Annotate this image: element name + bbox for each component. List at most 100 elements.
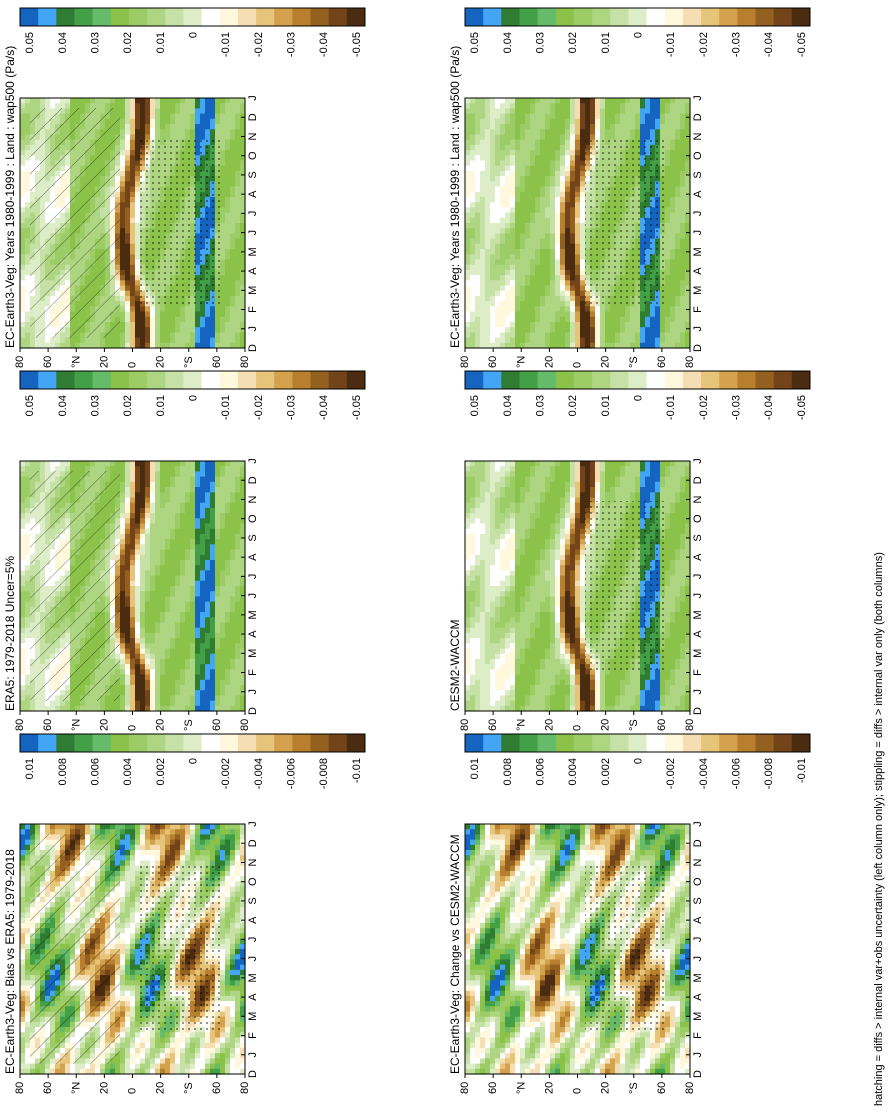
month-tick-label: F [247, 669, 259, 676]
month-tick-label: J [692, 956, 704, 962]
lat-tick-label: °S [183, 1082, 195, 1094]
colorbar-tick-label: -0.002 [220, 758, 232, 789]
colorbar-cell [110, 734, 130, 752]
colorbar-cell [274, 371, 293, 389]
colorbar-cell [664, 8, 684, 26]
colorbar-tick-label: 0.05 [469, 32, 481, 53]
colorbar-tick-label: 0.01 [155, 395, 167, 416]
month-tick-label: F [692, 669, 704, 676]
colorbar-cell [256, 8, 275, 26]
colorbar-tick-label: 0 [188, 32, 200, 38]
month-tick-label: F [247, 306, 259, 313]
colorbar-tick-label: 0.01 [600, 395, 612, 416]
month-tick-label: J [692, 326, 704, 332]
colorbar-cell [201, 371, 221, 389]
colorbar-cell [292, 8, 312, 26]
colorbar-cell [610, 734, 629, 752]
colorbar-cell [237, 8, 257, 26]
colorbar-tick-label: -0.04 [318, 32, 330, 57]
colorbar-tick-label: 0.02 [567, 395, 579, 416]
colorbar-tick-label: 0.01 [469, 758, 481, 779]
stippling-overlay [585, 501, 665, 671]
lat-tick-label: 80 [459, 719, 471, 731]
colorbar-cell [183, 734, 203, 752]
colorbar-cell [310, 734, 330, 752]
lat-tick-label: 60 [42, 719, 54, 731]
lat-tick-label: °S [183, 356, 195, 368]
colorbar-cell [274, 8, 293, 26]
lat-tick-label: 80 [14, 356, 26, 368]
colorbar-cell [20, 371, 39, 389]
colorbar-cell [519, 371, 539, 389]
colorbar-tick-label: 0.006 [89, 758, 101, 786]
lat-tick-label: °N [515, 719, 527, 731]
colorbar-tick-label: 0 [633, 758, 645, 764]
colorbar-tick-label: -0.04 [763, 395, 775, 420]
colorbar-cell [346, 734, 366, 752]
plot-area [465, 824, 691, 1075]
colorbar-tick-label: 0.004 [567, 758, 579, 786]
colorbar-cell [791, 371, 811, 389]
colorbar-cell [56, 734, 75, 752]
colorbar-tick-label: 0.05 [24, 32, 36, 53]
colorbar-cell [537, 371, 557, 389]
month-tick-label: N [692, 495, 704, 503]
colorbar-cell [292, 371, 312, 389]
month-tick-label: M [692, 649, 704, 658]
colorbar-tick-label: 0.008 [57, 758, 69, 786]
colorbar-cell [237, 371, 257, 389]
colorbar-cell [465, 371, 484, 389]
colorbar-tick-label: -0.04 [763, 32, 775, 57]
month-tick-label: N [247, 858, 259, 866]
month-tick-label: M [247, 286, 259, 295]
colorbar-tick-label: 0.03 [534, 32, 546, 53]
lat-tick-label: °N [515, 1082, 527, 1094]
heatmap-panel: D J F M A M J J A S O N D J 80 60 °N 20 0 20 °S 60 80 EC-Earth3… [3, 7, 366, 368]
colorbar-cell [20, 734, 39, 752]
colorbar-cell [664, 371, 684, 389]
colorbar-cell [128, 734, 148, 752]
lat-tick-label: 60 [656, 356, 668, 368]
colorbar-tick-label: -0.01 [665, 395, 677, 420]
lat-tick-label: 20 [155, 356, 167, 368]
month-tick-label: J [692, 937, 704, 943]
colorbar-tick-label: 0.01 [24, 758, 36, 779]
month-tick-label: O [692, 151, 704, 160]
lat-tick-label: 60 [656, 719, 668, 731]
lat-tick-label: 0 [127, 725, 139, 731]
colorbar-cell [147, 8, 166, 26]
stippling-overlay [585, 864, 665, 1034]
colorbar-tick-label: -0.02 [253, 32, 265, 57]
colorbar-cell [256, 734, 275, 752]
month-tick-label: J [692, 230, 704, 236]
colorbar-cell [628, 734, 648, 752]
colorbar-cell [737, 8, 757, 26]
heatmap-panel: D J F M A M J J A S O N D J 80 60 °N 20 0 20 °S 60 80 ERA5: 197… [3, 370, 366, 731]
colorbar-cell [201, 8, 221, 26]
colorbar-tick-label: 0.01 [600, 32, 612, 53]
colorbar-tick-label: -0.04 [318, 395, 330, 420]
lat-tick-label: 80 [684, 719, 696, 731]
lat-tick-label: 20 [543, 719, 555, 731]
colorbar-tick-label: 0.05 [469, 395, 481, 416]
lat-tick-label: 0 [572, 362, 584, 368]
colorbar-cell [483, 371, 502, 389]
colorbar-tick-label: -0.006 [286, 758, 298, 789]
lat-tick-label: 60 [487, 356, 499, 368]
hatching-overlay [30, 834, 120, 1064]
colorbar-frame [464, 370, 811, 390]
month-tick-label: A [692, 916, 704, 924]
lat-tick-label: 20 [600, 1082, 612, 1094]
colorbar-tick-label: -0.008 [763, 758, 775, 789]
colorbar-tick-label: 0.03 [89, 395, 101, 416]
month-tick-label: N [247, 132, 259, 140]
colorbar-tick-label: 0.04 [57, 395, 69, 416]
colorbar-cell [555, 8, 575, 26]
colorbar-cell [74, 371, 94, 389]
lat-tick-label: 80 [239, 356, 251, 368]
panel-title: ERA5: 1979-2018 Uncer=5% [3, 556, 17, 711]
lat-tick-label: °S [628, 1082, 640, 1094]
month-tick-label: A [692, 630, 704, 638]
colorbar-tick-label: 0.02 [122, 32, 134, 53]
